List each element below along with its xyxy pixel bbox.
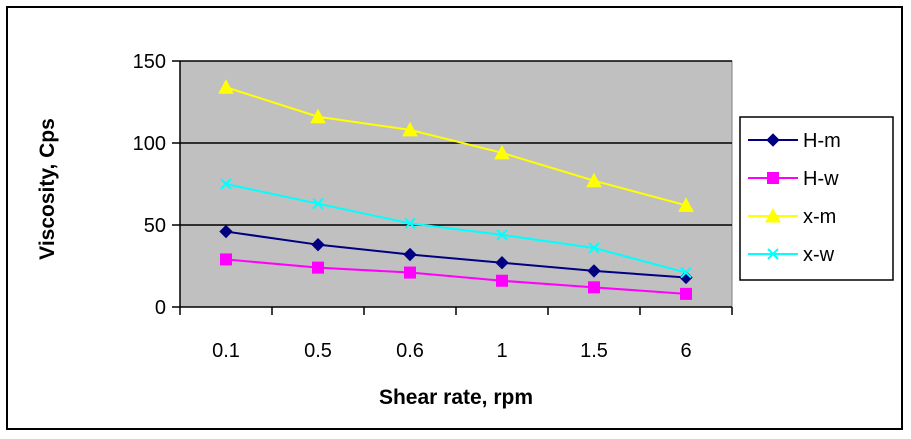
data-point (220, 178, 232, 190)
data-point (494, 144, 510, 160)
series-H-w (220, 253, 692, 300)
legend-label: x-w (803, 244, 835, 266)
y-tick-label: 100 (133, 133, 166, 155)
data-point (587, 264, 601, 278)
legend-item: x-m (748, 206, 836, 228)
data-point (586, 172, 602, 188)
x-marker-stroke (220, 178, 232, 190)
legend-item: x-w (748, 244, 835, 266)
data-point (403, 247, 417, 262)
data-point (220, 253, 232, 266)
legend-label: H-m (803, 130, 841, 152)
data-point (680, 287, 692, 300)
x-marker-stroke (404, 217, 416, 230)
legend-marker (767, 172, 779, 184)
y-tick-label: 0 (155, 297, 166, 319)
y-tick-label: 50 (144, 215, 166, 237)
axis-labels: Shear rate, rpm Viscosity, Cps (36, 118, 533, 409)
data-point (588, 281, 600, 294)
series-line (225, 86, 687, 207)
x-tick-label: 6 (680, 340, 691, 362)
x-marker-stroke (588, 242, 600, 254)
data-point (495, 256, 509, 270)
data-point (311, 237, 325, 252)
axes: 0 50 100 150 0.1 0.5 0.6 1 1.5 6 (133, 51, 733, 362)
x-marker-stroke (496, 229, 508, 241)
y-axis-label: Viscosity, Cps (36, 118, 59, 260)
x-marker-stroke (767, 248, 779, 260)
chart-frame: 0 50 100 150 0.1 0.5 0.6 1 1.5 6 Shear rate, rpm … (6, 6, 903, 430)
data-point (312, 261, 324, 274)
legend-box (739, 116, 894, 281)
gridlines (180, 60, 732, 226)
plot-background (179, 60, 733, 308)
x-tick-label: 0.1 (212, 340, 240, 362)
data-point (310, 108, 326, 124)
data-point (404, 266, 416, 279)
series-line (225, 230, 687, 279)
series-x-w (220, 178, 692, 279)
x-axis-label: Shear rate, rpm (379, 386, 533, 409)
data-point (496, 274, 508, 287)
legend-label: H-w (803, 168, 839, 190)
legend-marker (765, 207, 781, 223)
plot-area (179, 60, 733, 308)
data-point (219, 224, 233, 239)
legend-marker (766, 133, 780, 147)
series-x-m (218, 79, 694, 212)
x-tick-label: 1 (496, 340, 507, 362)
series-layer (218, 79, 694, 300)
y-tick-label: 150 (133, 51, 166, 73)
line-chart: 0 50 100 150 0.1 0.5 0.6 1 1.5 6 Shear rate, rpm … (36, 51, 894, 409)
legend: H-m H-w x-m x-w (739, 116, 894, 281)
x-tick-label: 0.5 (304, 340, 332, 362)
data-point (588, 242, 600, 254)
legend-label: x-m (803, 206, 836, 228)
series-line (225, 258, 687, 295)
data-point (312, 197, 324, 210)
data-point (680, 266, 692, 279)
data-point (678, 197, 694, 212)
x-marker-stroke (312, 197, 324, 210)
x-marker-stroke (680, 266, 692, 279)
x-tick-label: 1.5 (580, 340, 608, 362)
data-point (402, 121, 418, 137)
x-tick-label: 0.6 (396, 340, 424, 362)
series-line (225, 183, 687, 274)
legend-item: H-w (748, 168, 839, 190)
data-point (218, 79, 234, 94)
legend-item: H-m (748, 130, 841, 152)
data-point (496, 229, 508, 241)
data-point (404, 217, 416, 230)
legend-marker (767, 248, 779, 260)
